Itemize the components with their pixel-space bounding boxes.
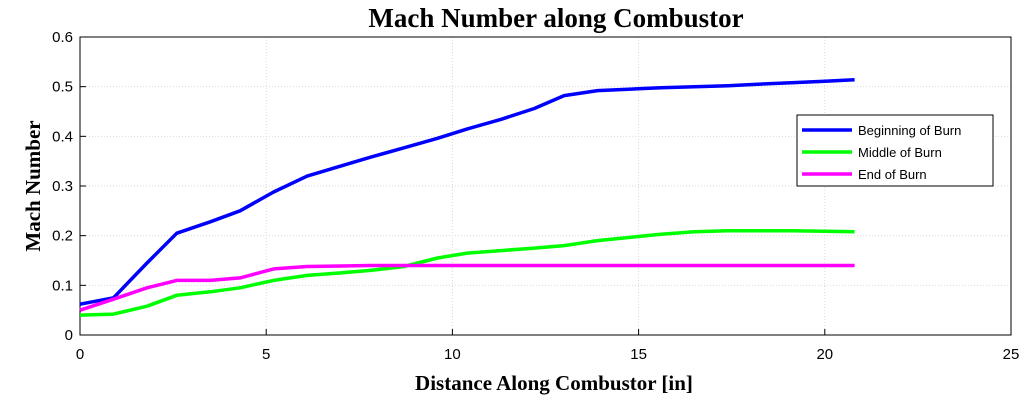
x-tick-label: 0 <box>76 346 84 363</box>
grid <box>80 37 1011 335</box>
x-tick-label: 20 <box>816 346 833 363</box>
y-tick-label: 0.3 <box>52 178 73 195</box>
series-line-2 <box>79 263 855 312</box>
axis-ticks: 0 5 10 15 20 25 0 0.1 0.2 0.3 0.4 0.5 0.6 <box>52 29 1019 363</box>
legend-label-2: End of Burn <box>858 167 927 182</box>
x-tick-label: 10 <box>444 346 461 363</box>
y-tick-label: 0.4 <box>52 128 73 145</box>
chart-title: Mach Number along Combustor <box>368 3 743 33</box>
series-line-1 <box>79 228 855 317</box>
legend-label-1: Middle of Burn <box>858 145 942 160</box>
y-tick-label: 0.5 <box>52 79 73 96</box>
x-tick-label: 25 <box>1003 346 1020 363</box>
y-tick-label: 0.1 <box>52 277 73 294</box>
legend: Beginning of Burn Middle of Burn End of Bu… <box>796 114 994 187</box>
x-tick-label: 15 <box>630 346 647 363</box>
y-tick-label: 0.6 <box>52 29 73 46</box>
legend-label-0: Beginning of Burn <box>858 123 961 138</box>
y-tick-label: 0 <box>65 327 73 344</box>
x-tick-label: 5 <box>262 346 270 363</box>
y-tick-label: 0.2 <box>52 228 73 245</box>
x-axis-label: Distance Along Combustor [in] <box>415 371 693 395</box>
y-axis-label: Mach Number <box>21 120 45 251</box>
series-lines <box>79 77 855 317</box>
series-line-0 <box>79 77 855 306</box>
